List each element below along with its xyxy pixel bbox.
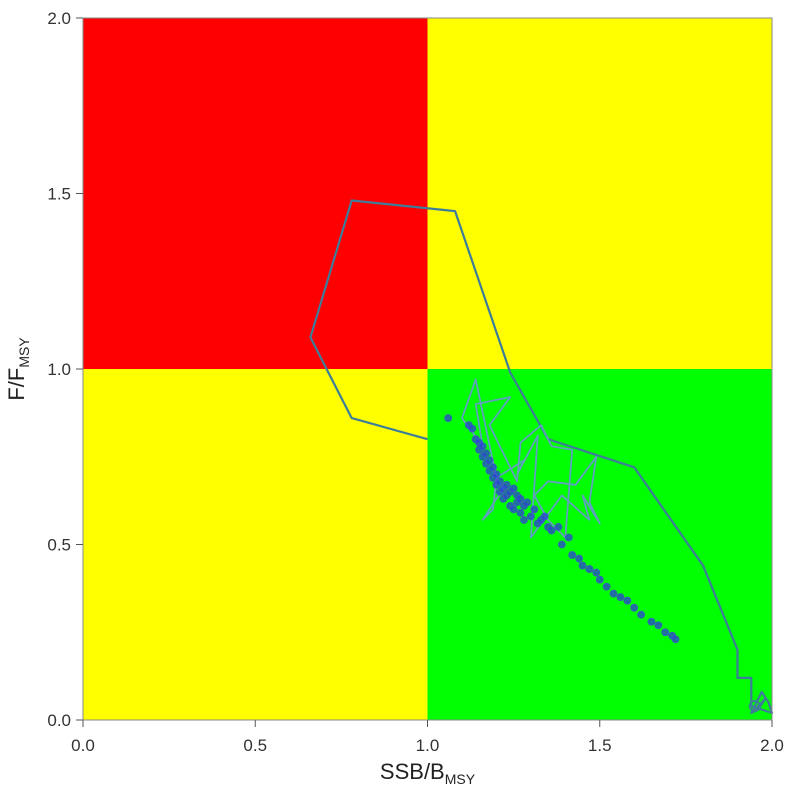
y-axis: 0.0 0.5 1.0 1.5 2.0 — [47, 9, 83, 730]
y-tick-label: 0.5 — [47, 536, 71, 555]
data-point — [557, 540, 566, 549]
data-point — [540, 512, 549, 521]
x-axis: 0.0 0.5 1.0 1.5 2.0 — [71, 720, 784, 755]
data-point — [616, 593, 625, 602]
data-point — [530, 505, 539, 514]
data-point — [468, 424, 477, 433]
x-axis-title-main: SSB/B — [380, 759, 445, 784]
terminal-year-marker — [748, 699, 761, 712]
data-point — [595, 575, 604, 584]
data-point — [578, 561, 587, 570]
stock-trajectory — [309, 199, 774, 715]
y-tick-label: 0.0 — [47, 711, 71, 730]
data-point — [623, 596, 632, 605]
data-point — [489, 463, 497, 472]
y-axis-title-main: F/F — [4, 368, 29, 401]
y-tick-label: 1.5 — [47, 185, 71, 204]
data-point — [575, 554, 583, 563]
data-point — [502, 480, 511, 489]
data-point — [523, 498, 532, 507]
data-point — [444, 414, 453, 423]
x-tick-label: 1.0 — [416, 736, 440, 755]
data-point — [637, 610, 645, 619]
data-point — [509, 484, 518, 493]
data-point — [585, 565, 594, 573]
data-point — [602, 582, 611, 591]
quadrant-not-overfished-overfishing — [427, 18, 772, 369]
data-point — [478, 442, 487, 451]
data-point — [661, 628, 670, 637]
data-point — [516, 494, 525, 503]
data-point — [554, 523, 563, 531]
y-axis-title: F/FMSY — [4, 337, 32, 401]
end-point-marker — [748, 699, 761, 712]
data-point — [654, 621, 663, 630]
data-point — [485, 456, 494, 465]
data-point — [509, 505, 518, 514]
y-axis-title-subscript: MSY — [16, 337, 32, 368]
quadrant-overfished-overfishing — [83, 18, 428, 369]
data-point — [568, 551, 577, 559]
quadrant-backgrounds — [83, 18, 772, 720]
data-point — [630, 603, 639, 612]
x-tick-label: 2.0 — [760, 736, 784, 755]
data-point — [520, 516, 528, 524]
x-axis-title-subscript: MSY — [445, 771, 476, 787]
x-tick-label: 1.5 — [588, 736, 612, 755]
data-point — [547, 526, 556, 535]
data-point — [516, 509, 525, 517]
trajectory-line — [309, 199, 774, 715]
x-tick-label: 0.5 — [243, 736, 267, 755]
data-point — [592, 568, 601, 577]
data-point — [526, 512, 535, 521]
data-point — [564, 533, 573, 542]
data-point — [495, 477, 504, 486]
x-tick-label: 0.0 — [71, 736, 95, 755]
quadrant-overfished-no-overfishing — [83, 369, 428, 720]
x-axis-title: SSB/BMSY — [380, 759, 476, 787]
data-point — [671, 635, 680, 644]
data-point — [492, 470, 501, 479]
data-point — [647, 617, 656, 626]
data-point — [609, 589, 618, 598]
y-tick-label: 1.0 — [47, 360, 71, 379]
data-point — [482, 449, 490, 458]
projection-points — [444, 414, 680, 644]
y-tick-label: 2.0 — [47, 9, 71, 28]
